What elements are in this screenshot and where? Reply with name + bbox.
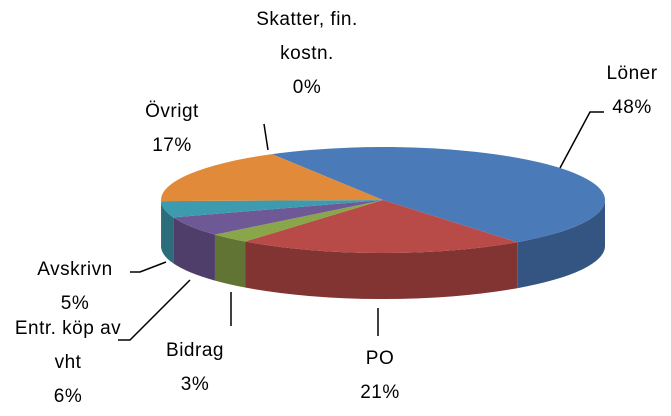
slice-name: PO — [365, 348, 395, 369]
slice — [161, 200, 383, 218]
leader-line — [130, 261, 167, 273]
slice-name: Övrigt — [145, 101, 199, 122]
slice — [214, 200, 383, 242]
slice-value: 17% — [152, 135, 192, 156]
slice-value: 48% — [612, 97, 652, 118]
slice-name: Bidrag — [166, 340, 224, 361]
slice-side — [214, 234, 246, 288]
data-label: Övrigt 17% — [127, 95, 217, 163]
slice-name: Skatter, fin. kostn. — [256, 9, 358, 64]
leader-line — [559, 111, 604, 169]
data-label: Bidrag 3% — [150, 334, 240, 402]
slice — [272, 146, 606, 243]
slice-name: Löner — [606, 63, 658, 84]
leader-line — [263, 123, 269, 151]
data-label: PO 21% — [340, 342, 420, 410]
slice-value: 5% — [60, 293, 90, 314]
slice-value: 6% — [53, 386, 83, 407]
data-label: Avskrivn 5% — [20, 253, 130, 321]
slice-side — [245, 241, 518, 300]
slice-value: 21% — [360, 382, 400, 403]
data-label: Entr. köp av vht 6% — [8, 312, 128, 414]
slice-side — [517, 200, 605, 289]
slice-value: 3% — [180, 374, 210, 395]
slice — [245, 200, 518, 253]
slice-value: 0% — [292, 77, 322, 98]
slice-side — [161, 201, 174, 264]
slices — [161, 146, 606, 300]
slice — [173, 200, 383, 235]
leader-line — [118, 279, 191, 341]
slice — [161, 154, 383, 202]
data-label: Skatter, fin. kostn. 0% — [227, 3, 387, 105]
slice-side — [173, 217, 215, 281]
slice-name: Entr. köp av vht — [14, 318, 122, 373]
data-label: Löner 48% — [587, 57, 671, 125]
slice-name: Avskrivn — [37, 259, 113, 280]
